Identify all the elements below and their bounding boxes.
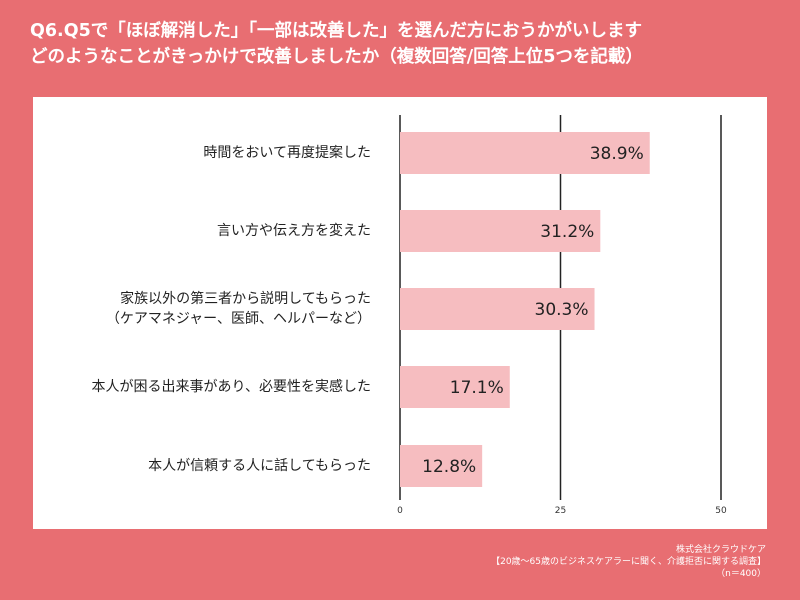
x-tick-label-25: 25 (555, 506, 566, 516)
category-label-4: 本人が困る出来事があり、必要性を実感した (41, 377, 371, 397)
value-label-4: 17.1% (450, 378, 504, 398)
category-label-5: 本人が信頼する人に話してもらった (41, 456, 371, 476)
bar-2 (400, 210, 601, 252)
bar-3 (400, 288, 595, 330)
category-label-line: 言い方や伝え方を変えた (217, 223, 371, 239)
category-label-line: （ケアマネジャー、医師、ヘルパーなど） (105, 311, 371, 327)
category-label-line: 時間をおいて再度提案した (203, 145, 371, 161)
title-line-2: どのようなことがきっかけで改善しましたか（複数回答/回答上位5つを記載） (30, 47, 643, 67)
category-label-line: 本人が信頼する人に話してもらった (148, 458, 371, 474)
category-label-line: 家族以外の第三者から説明してもらった (120, 291, 371, 307)
value-label-3: 30.3% (535, 300, 589, 320)
footer-survey: 【20歳〜65歳のビジネスケアラーに聞く、介護拒否に関する調査】 (491, 557, 766, 567)
footer-company: 株式会社クラウドケア (675, 545, 766, 555)
chart-panel: 時間をおいて再度提案した言い方や伝え方を変えた家族以外の第三者から説明してもらっ… (33, 97, 767, 529)
value-label-1: 38.9% (590, 144, 644, 164)
value-label-5: 12.8% (422, 457, 476, 477)
footer-sample-size: （n＝400） (716, 569, 766, 579)
category-label-line: 本人が困る出来事があり、必要性を実感した (91, 379, 371, 395)
title-line-1: Q6.Q5で「ほぼ解消した」「一部は改善した」を選んだ方におうかがいします (30, 21, 643, 41)
category-label-2: 言い方や伝え方を変えた (41, 221, 371, 241)
x-tick-label-50: 50 (715, 506, 727, 516)
chart-title: Q6.Q5で「ほぼ解消した」「一部は改善した」を選んだ方におうかがいします どの… (30, 18, 780, 70)
bar-4 (400, 366, 510, 408)
category-label-1: 時間をおいて再度提案した (41, 143, 371, 163)
bar-1 (400, 132, 650, 174)
category-label-3: 家族以外の第三者から説明してもらった （ケアマネジャー、医師、ヘルパーなど） (41, 289, 371, 329)
value-label-2: 31.2% (540, 222, 594, 242)
footer: 株式会社クラウドケア 【20歳〜65歳のビジネスケアラーに聞く、介護拒否に関する… (491, 544, 766, 580)
x-tick-label-0: 0 (397, 506, 403, 516)
bar-chart: 0 25 50 38.9% 31.2% 30.3% 17.1% 12.8% (397, 115, 727, 516)
bar-5 (400, 445, 483, 487)
